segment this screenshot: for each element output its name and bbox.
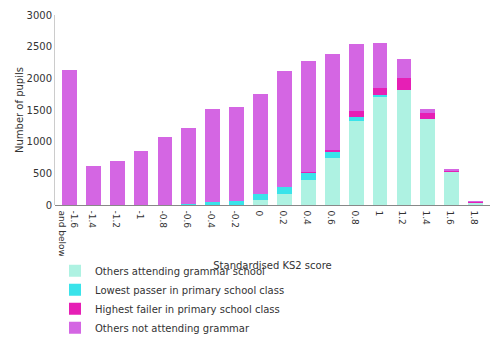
svg-text:1.8: 1.8 bbox=[469, 211, 479, 226]
svg-text:Number of pupils: Number of pupils bbox=[14, 67, 25, 153]
svg-text:-0.8: -0.8 bbox=[158, 211, 168, 229]
svg-text:2500: 2500 bbox=[27, 41, 52, 52]
svg-text:0.2: 0.2 bbox=[278, 211, 288, 225]
svg-text:Others attending grammar schoo: Others attending grammar school bbox=[95, 266, 265, 277]
svg-text:Highest failer in primary scho: Highest failer in primary school class bbox=[95, 304, 280, 315]
svg-text:0: 0 bbox=[46, 200, 52, 211]
svg-text:-1.4: -1.4 bbox=[87, 211, 97, 229]
svg-text:3000: 3000 bbox=[27, 10, 52, 21]
svg-text:-1.2: -1.2 bbox=[111, 211, 121, 229]
svg-text:-0.6: -0.6 bbox=[182, 211, 192, 229]
svg-text:0: 0 bbox=[254, 211, 264, 217]
svg-text:1.4: 1.4 bbox=[421, 211, 431, 226]
svg-text:-1.6and below: -1.6and below bbox=[57, 211, 79, 257]
svg-text:Lowest passer in primary schoo: Lowest passer in primary school class bbox=[95, 285, 284, 296]
svg-text:-1: -1 bbox=[135, 211, 145, 220]
svg-text:-0.4: -0.4 bbox=[206, 211, 216, 229]
svg-text:0.6: 0.6 bbox=[326, 211, 336, 226]
svg-text:0.8: 0.8 bbox=[350, 211, 360, 226]
svg-text:Others not attending grammar: Others not attending grammar bbox=[95, 323, 250, 334]
svg-text:500: 500 bbox=[33, 168, 52, 179]
svg-text:Standardised KS2 score: Standardised KS2 score bbox=[213, 260, 331, 271]
svg-text:0.4: 0.4 bbox=[302, 211, 312, 226]
svg-text:1500: 1500 bbox=[27, 105, 52, 116]
svg-text:1000: 1000 bbox=[27, 136, 52, 147]
svg-text:-0.2: -0.2 bbox=[230, 211, 240, 229]
svg-text:1: 1 bbox=[374, 211, 384, 217]
svg-text:1.6: 1.6 bbox=[445, 211, 455, 226]
svg-text:1.2: 1.2 bbox=[397, 211, 407, 225]
svg-text:2000: 2000 bbox=[27, 73, 52, 84]
